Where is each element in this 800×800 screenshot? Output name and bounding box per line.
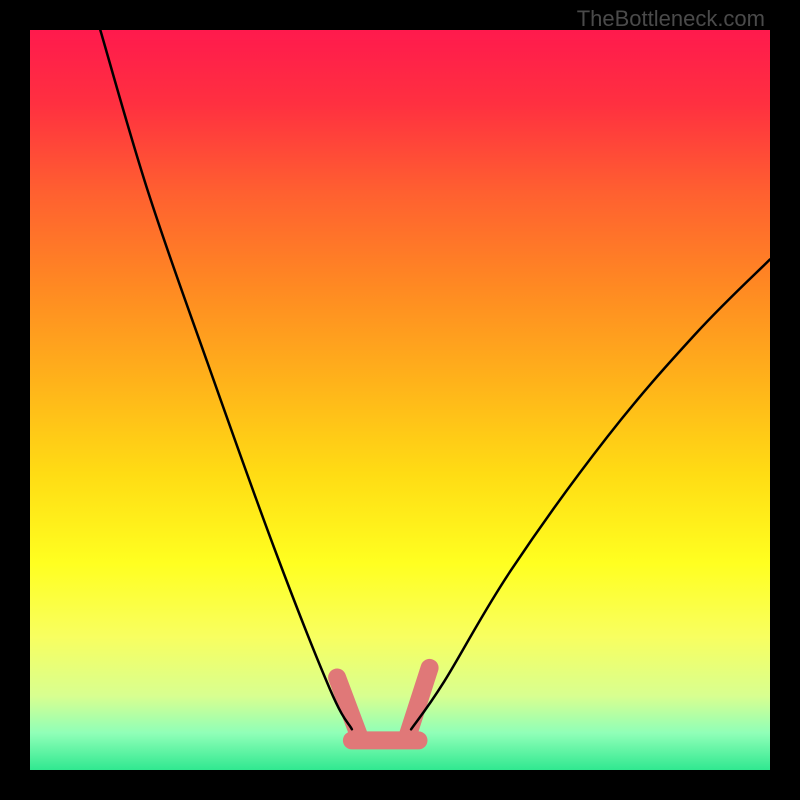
gradient-plot-area: [30, 30, 770, 770]
watermark-text: TheBottleneck.com: [577, 6, 765, 32]
chart-stage: TheBottleneck.com: [0, 0, 800, 800]
chart-svg: [0, 0, 800, 800]
